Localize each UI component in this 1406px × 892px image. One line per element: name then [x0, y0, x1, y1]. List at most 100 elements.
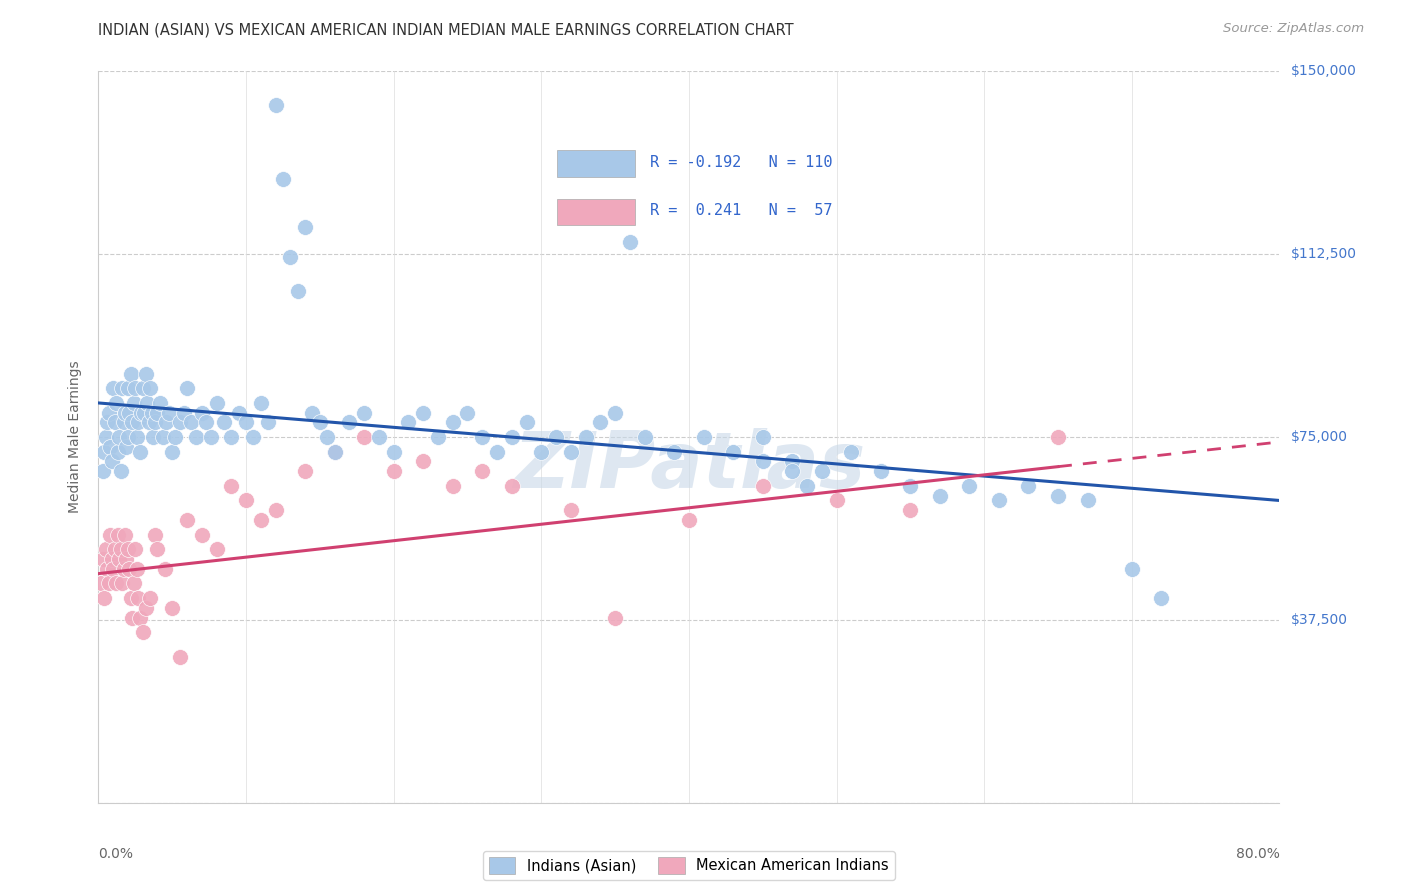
Point: [191, 406, 214, 420]
Point: [1046, 430, 1069, 444]
Point: [115, 552, 138, 566]
Point: [135, 600, 157, 615]
Point: [959, 479, 981, 493]
Point: [117, 430, 139, 444]
Text: $112,500: $112,500: [1291, 247, 1357, 261]
Point: [111, 576, 134, 591]
Point: [176, 381, 198, 395]
Point: [124, 381, 146, 395]
Point: [120, 367, 142, 381]
Point: [121, 416, 143, 430]
Point: [94, 430, 117, 444]
Point: [195, 416, 218, 430]
Text: 0.0%: 0.0%: [98, 847, 134, 861]
Point: [294, 220, 316, 235]
Point: [530, 444, 553, 458]
Point: [125, 430, 148, 444]
Point: [97, 406, 120, 420]
Point: [900, 479, 922, 493]
Point: [169, 649, 191, 664]
Point: [117, 542, 139, 557]
Point: [146, 406, 169, 420]
Point: [278, 250, 302, 264]
Point: [110, 542, 132, 557]
Point: [94, 542, 117, 557]
Point: [108, 552, 131, 566]
Point: [97, 576, 120, 591]
Point: [176, 513, 198, 527]
Point: [146, 542, 169, 557]
Point: [114, 406, 136, 420]
Point: [104, 542, 127, 557]
Point: [127, 591, 149, 605]
Point: [135, 367, 157, 381]
Point: [105, 576, 128, 591]
Point: [928, 489, 950, 503]
Point: [810, 464, 832, 478]
Point: [294, 464, 316, 478]
Text: R =  0.241   N =  57: R = 0.241 N = 57: [651, 203, 832, 219]
Point: [138, 416, 160, 430]
Point: [93, 444, 115, 458]
Text: ZIPatlas: ZIPatlas: [513, 428, 865, 504]
Point: [96, 562, 118, 576]
Point: [108, 430, 131, 444]
Point: [107, 444, 129, 458]
Point: [191, 527, 214, 541]
Point: [264, 98, 287, 112]
Point: [382, 464, 405, 478]
Point: [162, 600, 183, 615]
Point: [619, 235, 641, 249]
Point: [117, 381, 139, 395]
Point: [501, 430, 523, 444]
Point: [155, 416, 177, 430]
Point: [1046, 489, 1069, 503]
Point: [107, 527, 129, 541]
Text: R = -0.192   N = 110: R = -0.192 N = 110: [651, 155, 832, 169]
Point: [91, 464, 114, 478]
Point: [228, 406, 250, 420]
Point: [1077, 493, 1099, 508]
Point: [664, 444, 686, 458]
Point: [560, 503, 582, 517]
Point: [323, 444, 346, 458]
Text: $150,000: $150,000: [1291, 64, 1357, 78]
Text: 80.0%: 80.0%: [1236, 847, 1279, 861]
Point: [120, 591, 142, 605]
Point: [115, 440, 138, 454]
Point: [157, 406, 180, 420]
Point: [633, 430, 655, 444]
Point: [250, 396, 273, 410]
Point: [121, 610, 143, 624]
Point: [501, 479, 523, 493]
Point: [456, 406, 478, 420]
Point: [751, 430, 773, 444]
Point: [309, 416, 332, 430]
Point: [751, 479, 773, 493]
FancyBboxPatch shape: [557, 199, 636, 225]
Point: [132, 381, 155, 395]
Point: [128, 610, 150, 624]
Point: [316, 430, 339, 444]
Point: [287, 284, 309, 298]
Point: [412, 454, 434, 468]
Point: [142, 430, 165, 444]
Point: [1150, 591, 1173, 605]
Point: [90, 576, 112, 591]
Point: [987, 493, 1010, 508]
Point: [1121, 562, 1143, 576]
Point: [103, 562, 125, 576]
Point: [212, 416, 235, 430]
Point: [104, 416, 127, 430]
Text: INDIAN (ASIAN) VS MEXICAN AMERICAN INDIAN MEDIAN MALE EARNINGS CORRELATION CHART: INDIAN (ASIAN) VS MEXICAN AMERICAN INDIA…: [98, 22, 794, 37]
Text: $37,500: $37,500: [1291, 613, 1347, 627]
Point: [180, 416, 202, 430]
Point: [368, 430, 391, 444]
Point: [264, 503, 287, 517]
Point: [127, 416, 149, 430]
Point: [900, 503, 922, 517]
Point: [139, 591, 162, 605]
Point: [271, 171, 294, 186]
Point: [143, 527, 166, 541]
Point: [219, 479, 243, 493]
